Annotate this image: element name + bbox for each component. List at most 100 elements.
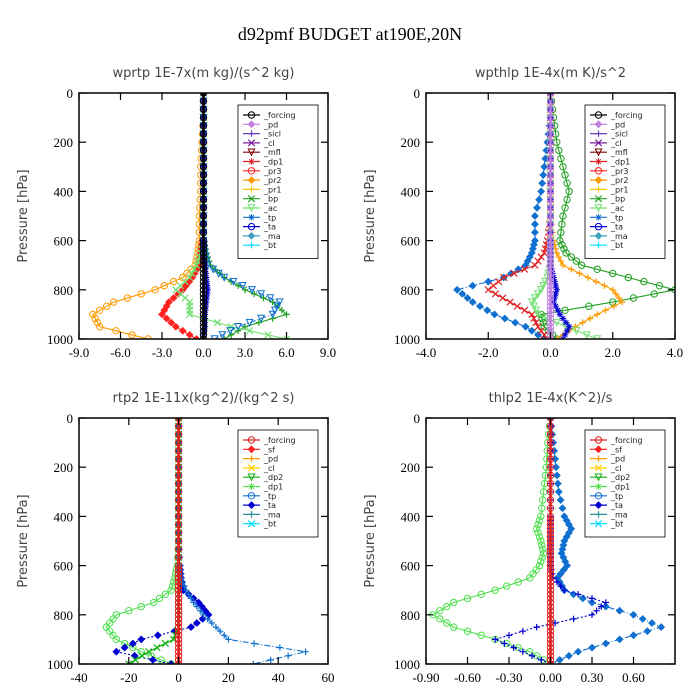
y-tick-label: 0 <box>414 86 421 101</box>
series-point-pr2 <box>593 311 601 318</box>
series-point-forcing <box>174 529 183 537</box>
series-point-forcing <box>199 241 208 249</box>
series-point-ta <box>112 647 121 656</box>
series-point-pr2 <box>555 253 562 261</box>
legend-marker <box>247 473 256 482</box>
series-point-tp <box>284 652 292 659</box>
series-point-pd <box>546 310 555 319</box>
series-point-forcing <box>199 286 208 294</box>
legend-label: _sicl <box>263 130 281 139</box>
series-point-forcing <box>199 269 208 278</box>
series-point-dp1 <box>540 249 548 257</box>
series-point-dp1 <box>538 553 546 562</box>
series-point-forcing <box>199 302 208 310</box>
series-point-dp1 <box>477 590 486 598</box>
series-line-dp2 <box>128 418 180 664</box>
legend-marker <box>594 492 603 500</box>
legend-label: _cl <box>263 464 275 473</box>
series-point-pd <box>546 122 555 130</box>
series-point-forcing <box>174 570 183 578</box>
series-point-bp <box>640 277 648 286</box>
series-point-forcing <box>546 496 555 504</box>
series-point-tp <box>229 277 238 286</box>
series-point-forcing <box>546 557 555 566</box>
series-point-pr2 <box>128 331 136 339</box>
series-point-forcing <box>174 438 183 447</box>
series-point-dp1 <box>535 533 544 541</box>
series-point-ac <box>245 327 254 335</box>
legend-marker <box>247 445 256 454</box>
series-point-dp2 <box>161 639 169 648</box>
series-point-forcing <box>174 537 183 545</box>
series-point-forcing <box>546 430 555 439</box>
series-point-tp <box>275 298 284 307</box>
legend-label: _dp2 <box>610 473 630 482</box>
series-point-dp1 <box>537 512 545 521</box>
series-point-forcing <box>546 447 555 455</box>
series-point-tp <box>190 599 197 606</box>
series-point-tp <box>588 598 596 607</box>
legend-marker <box>247 501 256 510</box>
chart-panel-1: wprtp 1E-7x(m kg)/(s^2 kg) Pressure [hPa]… <box>16 66 336 360</box>
series-point-pd <box>546 163 555 171</box>
series-point-pr2 <box>137 290 145 298</box>
series-point-ac <box>213 318 221 327</box>
chart-title: thlp2 1E-4x(K^2)/s <box>489 391 613 406</box>
series-point-pr2 <box>169 277 178 286</box>
series-point-pd <box>546 318 555 327</box>
series-point-forcing <box>546 582 555 590</box>
legend-label: _bp <box>610 195 625 204</box>
series-point-tp <box>463 294 472 302</box>
series-point-dp1 <box>167 586 175 594</box>
series-point-pd <box>546 249 555 257</box>
series-point-pr2 <box>112 327 120 335</box>
x-tick-label: 20 <box>222 670 235 685</box>
series-point-pr3 <box>185 330 194 339</box>
series-point-tp <box>179 578 186 586</box>
y-tick-label: 0 <box>67 411 74 426</box>
legend-marker <box>247 231 256 240</box>
series-point-ta <box>533 623 540 631</box>
series-point-tp <box>558 504 567 513</box>
series-point-bp <box>557 228 565 237</box>
legend-marker <box>594 111 603 119</box>
x-tick-label: -9.0 <box>69 345 90 360</box>
series-point-forcing <box>546 516 555 525</box>
series-point-pr2 <box>615 294 623 302</box>
legend-label: _tp <box>610 492 623 501</box>
series-point-dp1 <box>155 594 164 603</box>
series-point-tp <box>238 282 247 291</box>
series-point-pd <box>546 257 555 265</box>
series-point-forcing <box>199 298 208 306</box>
legend-label: _forcing <box>610 111 643 120</box>
series-point-pd <box>546 286 555 294</box>
series-point-tp <box>270 306 279 315</box>
series-point-pr2 <box>568 266 575 273</box>
series-point-forcing <box>199 265 208 273</box>
series-point-forcing <box>174 631 183 639</box>
series-point-ta <box>202 307 209 314</box>
series-point-forcing <box>174 488 183 496</box>
series-point-pd <box>546 154 555 163</box>
series-point-ac <box>530 294 539 303</box>
series-point-pr2 <box>160 282 169 290</box>
series-point-pd <box>546 265 555 273</box>
series-point-ta <box>551 619 559 627</box>
series-point-bp <box>565 187 573 196</box>
series-point-forcing <box>174 594 183 603</box>
series-group <box>453 93 675 339</box>
series-point-bp <box>555 146 563 155</box>
series-point-ta <box>588 611 596 618</box>
series-point-ta <box>201 262 209 269</box>
series-point-tp <box>553 471 561 480</box>
series-point-tp <box>266 294 275 303</box>
legend-marker <box>594 231 603 240</box>
legend-marker <box>595 483 602 490</box>
series-point-tp <box>453 285 462 294</box>
series-point-ta <box>202 266 209 273</box>
series-point-dp1 <box>436 607 444 615</box>
chart-title: wprtp 1E-7x(m kg)/(s^2 kg) <box>113 66 295 81</box>
series-point-bp <box>563 195 571 204</box>
legend-marker <box>248 511 255 518</box>
series-point-tp <box>247 286 256 295</box>
